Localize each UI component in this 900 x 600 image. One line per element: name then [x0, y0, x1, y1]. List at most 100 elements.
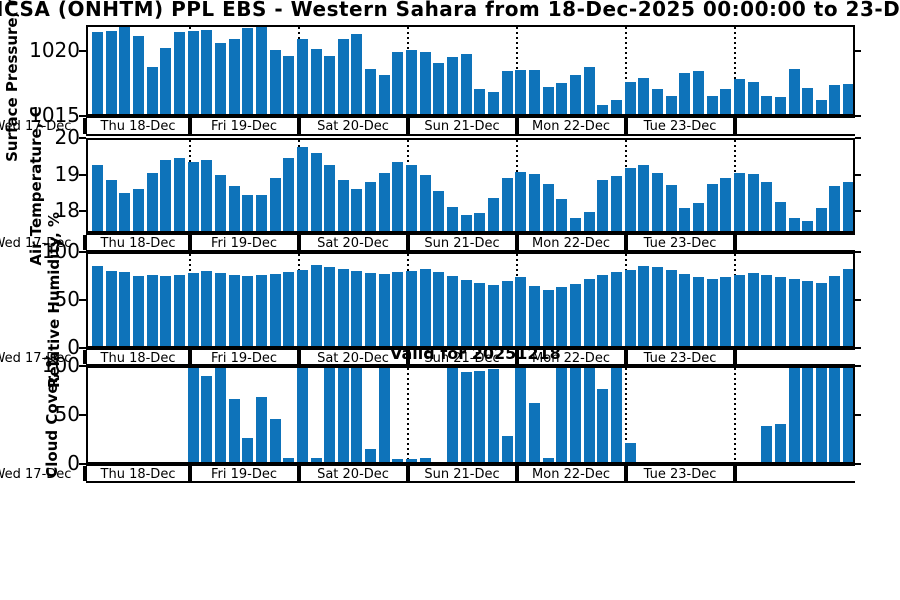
day-separator [188, 118, 192, 134]
surface-pressure-bar [829, 85, 841, 114]
y-tick-label: 18 [54, 198, 80, 223]
air-temperature-bar [173, 158, 185, 231]
air-temperature-bar [774, 202, 786, 231]
air-temperature-bar [296, 147, 308, 231]
relative-humidity-bar [774, 276, 786, 346]
air-temperature-bar [515, 171, 527, 231]
relative-humidity-bar [515, 276, 527, 346]
air-temperature-bar [419, 174, 431, 231]
surface-pressure-bar [214, 42, 226, 114]
surface-pressure-bar [815, 99, 827, 114]
y-tick-label: 50 [54, 287, 80, 311]
relative-humidity-bar [556, 287, 568, 346]
y-tick-mark [855, 210, 861, 213]
surface-pressure-bar [296, 38, 308, 114]
surface-pressure-bar [132, 36, 144, 114]
relative-humidity-bar [802, 280, 814, 346]
relative-humidity-bar [365, 273, 377, 346]
surface-pressure-bar [665, 95, 677, 114]
day-separator [83, 466, 87, 481]
surface-pressure-bar [761, 95, 773, 114]
cloud-cover-bar [583, 368, 595, 462]
relative-humidity-bar [105, 271, 117, 346]
cloud-cover-bar [515, 368, 527, 462]
y-tick-mark [855, 365, 861, 367]
y-tick-mark [79, 414, 86, 416]
surface-pressure-bar [788, 68, 800, 114]
surface-pressure-bar [419, 51, 431, 114]
surface-pressure-bar [92, 32, 103, 114]
day-label: Wed 17-Dec [0, 119, 72, 134]
y-tick-mark [79, 115, 86, 117]
air-temperature-bar [569, 217, 581, 231]
surface-pressure-bar [173, 32, 185, 114]
cloud-cover-bar [774, 423, 786, 462]
relative-humidity-bar [337, 269, 349, 346]
air-temperature-bar [160, 160, 172, 231]
cloud-cover-bar [214, 368, 226, 462]
relative-humidity-bar [651, 267, 663, 346]
air-temperature-bar [474, 212, 486, 231]
surface-pressure-plot [86, 25, 855, 116]
air-temperature-bar [269, 178, 281, 231]
y-tick-mark [79, 210, 86, 213]
relative-humidity-bar [419, 269, 431, 346]
relative-humidity-bar [392, 272, 404, 346]
relative-humidity-bar [447, 275, 459, 346]
relative-humidity-bar [378, 274, 390, 346]
air-temperature-bar [733, 172, 745, 231]
air-temperature-bar [706, 184, 718, 231]
air-temperature-bar [761, 181, 773, 231]
day-label: Sun 21-Dec [424, 351, 500, 366]
relative-humidity-bar [843, 269, 853, 346]
day-label: Sat 20-Dec [317, 467, 389, 482]
air-temperature-bar [692, 202, 704, 231]
day-separator [733, 118, 737, 134]
relative-humidity-bar [761, 274, 773, 346]
y-tick-label: 0 [67, 335, 80, 359]
cloud-cover-plot [86, 366, 855, 464]
day-separator [297, 466, 301, 481]
cloud-cover-bar [419, 458, 431, 462]
day-label: Tue 23-Dec [643, 236, 717, 251]
relative-humidity-bar [228, 274, 240, 346]
surface-pressure-bar [624, 81, 636, 114]
day-separator [83, 118, 87, 134]
air-temperature-bar [283, 158, 295, 231]
day-separator [83, 235, 87, 250]
y-tick-mark [79, 463, 86, 465]
air-temperature-bar [488, 198, 500, 231]
cloud-cover-bar [187, 368, 199, 462]
cloud-cover-bar [242, 438, 254, 462]
cloud-cover-bar [365, 449, 377, 462]
y-tick-mark [855, 50, 861, 53]
relative-humidity-bar [433, 272, 445, 346]
y-tick-mark [855, 347, 861, 349]
cloud-cover-bar [351, 368, 363, 462]
surface-pressure-bar [105, 31, 117, 114]
relative-humidity-bar [119, 272, 131, 346]
surface-pressure-bar [269, 50, 281, 114]
cloud-cover-bar [610, 368, 622, 462]
air-temperature-bar [583, 211, 595, 231]
relative-humidity-bar [597, 274, 609, 346]
day-label: Sun 21-Dec [424, 119, 500, 134]
relative-humidity-bar [501, 280, 513, 346]
air-temperature-bar [406, 165, 418, 231]
relative-humidity-bar [747, 273, 759, 346]
surface-pressure-bar [119, 27, 131, 114]
relative-humidity-bar [679, 274, 691, 346]
surface-pressure-bar [324, 55, 336, 114]
air-temperature-bar [214, 174, 226, 231]
relative-humidity-bar [187, 273, 199, 346]
y-tick-mark [855, 463, 861, 465]
air-temperature-bar [665, 184, 677, 231]
cloud-cover-bar [788, 368, 800, 462]
y-tick-mark [79, 365, 86, 367]
day-label: Wed 17-Dec [0, 467, 72, 482]
surface-pressure-bar [556, 82, 568, 114]
air-temperature-bar [843, 181, 853, 231]
day-separator [297, 350, 301, 364]
relative-humidity-bar [529, 286, 541, 346]
